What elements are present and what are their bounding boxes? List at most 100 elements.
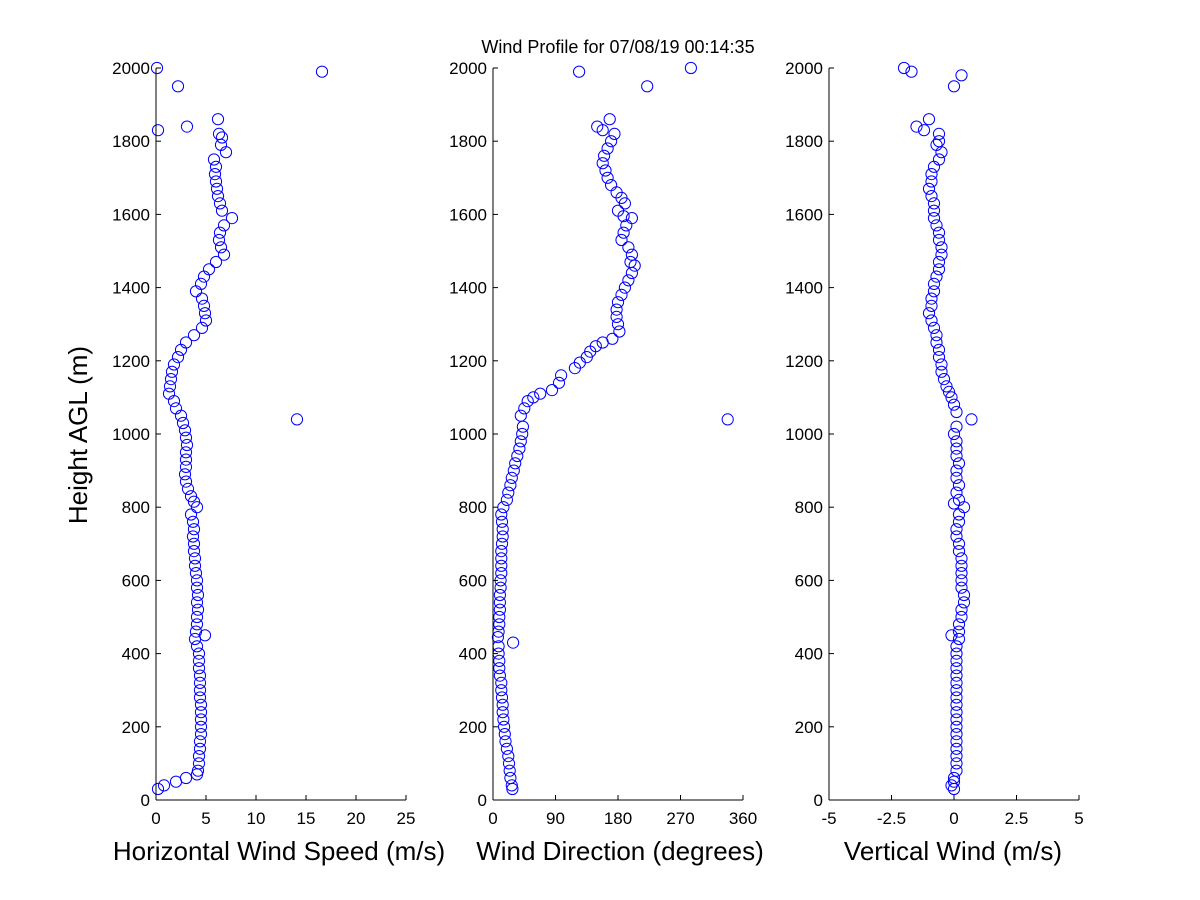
direction-point <box>641 80 654 93</box>
vertical-point <box>910 120 923 133</box>
speed-point <box>179 453 193 466</box>
speed-point <box>163 380 177 393</box>
vertical-point <box>952 457 966 470</box>
direction-point <box>494 581 507 594</box>
speed-point <box>315 65 329 78</box>
speed-point <box>192 654 206 668</box>
vertical-point <box>945 629 958 642</box>
direction-point <box>502 486 515 499</box>
speed-point <box>178 468 192 481</box>
direction-point <box>493 603 506 616</box>
figure-title: Wind Profile for 07/08/19 00:14:35 <box>481 37 754 57</box>
speed-point <box>179 446 193 459</box>
vertical-point <box>950 691 963 704</box>
speed-point <box>150 61 164 75</box>
speed-data-points <box>150 61 329 796</box>
vertical-point <box>955 69 968 82</box>
direction-point <box>506 782 519 796</box>
speed-point <box>167 395 181 408</box>
speed-point <box>214 241 228 254</box>
speed-point <box>189 285 203 298</box>
speed-point <box>186 530 200 543</box>
speed-point <box>190 574 204 587</box>
speed-y-tick-label: 1600 <box>112 205 150 224</box>
speed-point <box>217 219 231 232</box>
vertical-point <box>935 248 948 261</box>
vertical-point <box>927 197 941 210</box>
direction-point <box>615 233 628 247</box>
direction-y-tick-label: 1000 <box>449 425 487 444</box>
direction-point <box>493 654 506 668</box>
direction-point <box>622 274 635 287</box>
direction-x-tick-label: 270 <box>666 809 694 828</box>
vertical-point <box>950 449 963 463</box>
vertical-point <box>950 523 963 536</box>
vertical-point <box>935 241 948 254</box>
vertical-point <box>950 750 963 763</box>
speed-y-tick-label: 800 <box>122 498 150 517</box>
vertical-data-points <box>897 61 978 796</box>
vertical-point <box>950 654 963 668</box>
direction-point <box>493 669 506 682</box>
speed-y-tick-label: 1000 <box>112 425 150 444</box>
speed-point <box>165 365 179 378</box>
speed-point <box>179 460 193 473</box>
speed-point <box>179 475 193 488</box>
direction-point <box>615 288 628 301</box>
speed-point <box>213 226 227 239</box>
direction-point <box>496 706 509 719</box>
vertical-point <box>952 618 966 631</box>
speed-point <box>190 581 204 594</box>
vertical-point <box>925 168 938 181</box>
vertical-point <box>952 508 966 521</box>
speed-point <box>180 120 194 133</box>
vertical-point <box>922 307 936 320</box>
speed-point <box>197 270 211 283</box>
direction-point <box>628 259 641 272</box>
speed-point <box>193 742 207 755</box>
direction-point <box>493 610 506 624</box>
direction-point <box>620 219 633 232</box>
vertical-point <box>930 219 943 232</box>
direction-axes: 0 90 180 270 360 0 200 400 600 800 1000 1200 1400 160… <box>449 59 757 828</box>
vertical-point <box>955 610 968 624</box>
vertical-point <box>927 277 941 290</box>
direction-point <box>545 384 559 397</box>
vertical-point <box>897 61 911 75</box>
speed-y-tick-label: 1200 <box>112 352 150 371</box>
speed-point <box>194 728 208 741</box>
speed-point <box>188 559 202 572</box>
speed-point <box>193 676 207 690</box>
speed-point <box>195 292 209 305</box>
vertical-point <box>950 720 963 733</box>
vertical-y-tick-label: 1000 <box>785 425 823 444</box>
speed-point <box>188 552 202 565</box>
vertical-y-tick-label: 1200 <box>785 352 823 371</box>
speed-y-tick-label: 1800 <box>112 132 150 151</box>
speed-axes: 0 5 10 15 20 25 0 200 400 600 800 1000 1200 1400 1600 1… <box>112 59 415 828</box>
direction-point <box>611 318 625 331</box>
speed-point <box>191 603 205 616</box>
direction-point <box>495 567 508 580</box>
vertical-point <box>955 559 968 572</box>
speed-point <box>151 124 165 137</box>
speed-point <box>190 610 204 624</box>
direction-point <box>498 728 511 741</box>
vertical-point <box>950 464 963 477</box>
vertical-panel: -5 -2.5 0 2.5 5 0 200 400 600 800 1000 1200 1400 1600… <box>785 59 1084 866</box>
speed-y-tick-label: 0 <box>141 791 150 810</box>
vertical-point <box>947 427 961 441</box>
vertical-point <box>947 782 961 796</box>
vertical-point <box>952 537 966 550</box>
vertical-point <box>950 698 963 711</box>
speed-point <box>191 588 205 602</box>
vertical-point <box>930 336 943 349</box>
vertical-point <box>957 596 971 609</box>
direction-x-tick-label: 360 <box>729 809 757 828</box>
direction-point <box>496 523 509 536</box>
direction-y-tick-label: 1400 <box>449 279 487 298</box>
vertical-point <box>935 365 948 378</box>
direction-point <box>610 303 623 316</box>
speed-point <box>194 713 208 726</box>
